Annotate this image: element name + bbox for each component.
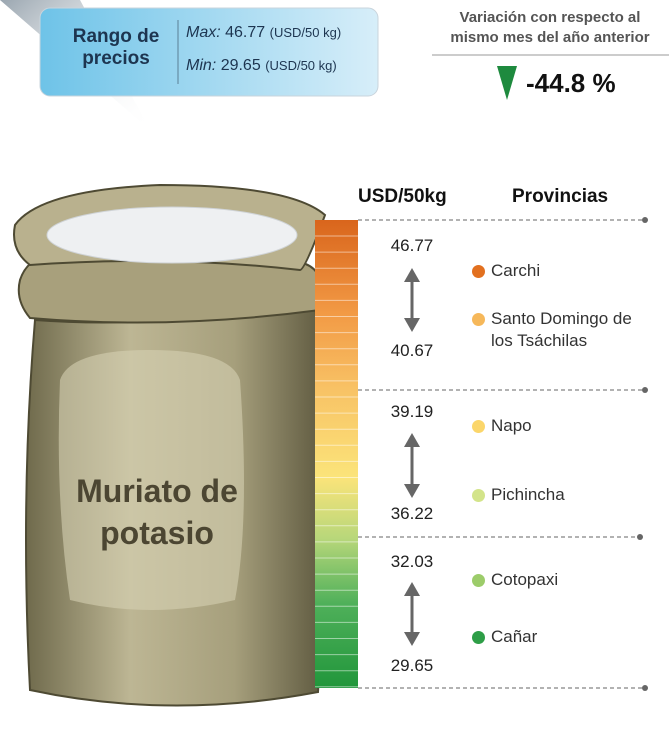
province-name: Cotopaxi [491,569,651,591]
province-dot [472,265,485,278]
price-low: 29.65 [382,656,442,676]
price-high: 39.19 [382,402,442,422]
price-low: 36.22 [382,504,442,524]
variation-title: Variación con respecto al mismo mes del … [434,8,666,48]
province-name: Pichincha [491,484,651,506]
price-low: 40.67 [382,341,442,361]
price-high: 32.03 [382,552,442,572]
min-unit: (USD/50 kg) [265,58,337,73]
min-label: Min: [186,57,216,74]
max-line: Max: 46.77 (USD/50 kg) [186,24,341,42]
min-line: Min: 29.65 (USD/50 kg) [186,57,337,75]
variation-value: -44.8 % [526,68,616,99]
province-dot [472,631,485,644]
min-value: 29.65 [221,57,261,74]
divider-dots [637,217,648,691]
province-name: Napo [491,415,651,437]
page: Rango de precios Max: 46.77 (USD/50 kg) … [0,0,669,742]
color-scale [315,220,358,688]
province-dot [472,574,485,587]
max-label: Max: [186,24,221,41]
province-name: Cañar [491,626,651,648]
province-name: Carchi [491,260,651,282]
province-header: Provincias [512,186,608,208]
sack-label: Muriato de potasio [62,470,252,554]
down-arrow [497,66,517,100]
max-value: 46.77 [225,24,265,41]
range-label: Rango de precios [60,26,172,70]
price-high: 46.77 [382,236,442,256]
province-dot [472,420,485,433]
sack [14,185,325,706]
province-dot [472,489,485,502]
price-header: USD/50kg [358,186,447,208]
max-unit: (USD/50 kg) [270,25,342,40]
dividers [358,220,645,688]
range-arrows [404,268,420,646]
province-dot [472,313,485,326]
province-name: Santo Domingo de los Tsáchilas [491,308,651,352]
